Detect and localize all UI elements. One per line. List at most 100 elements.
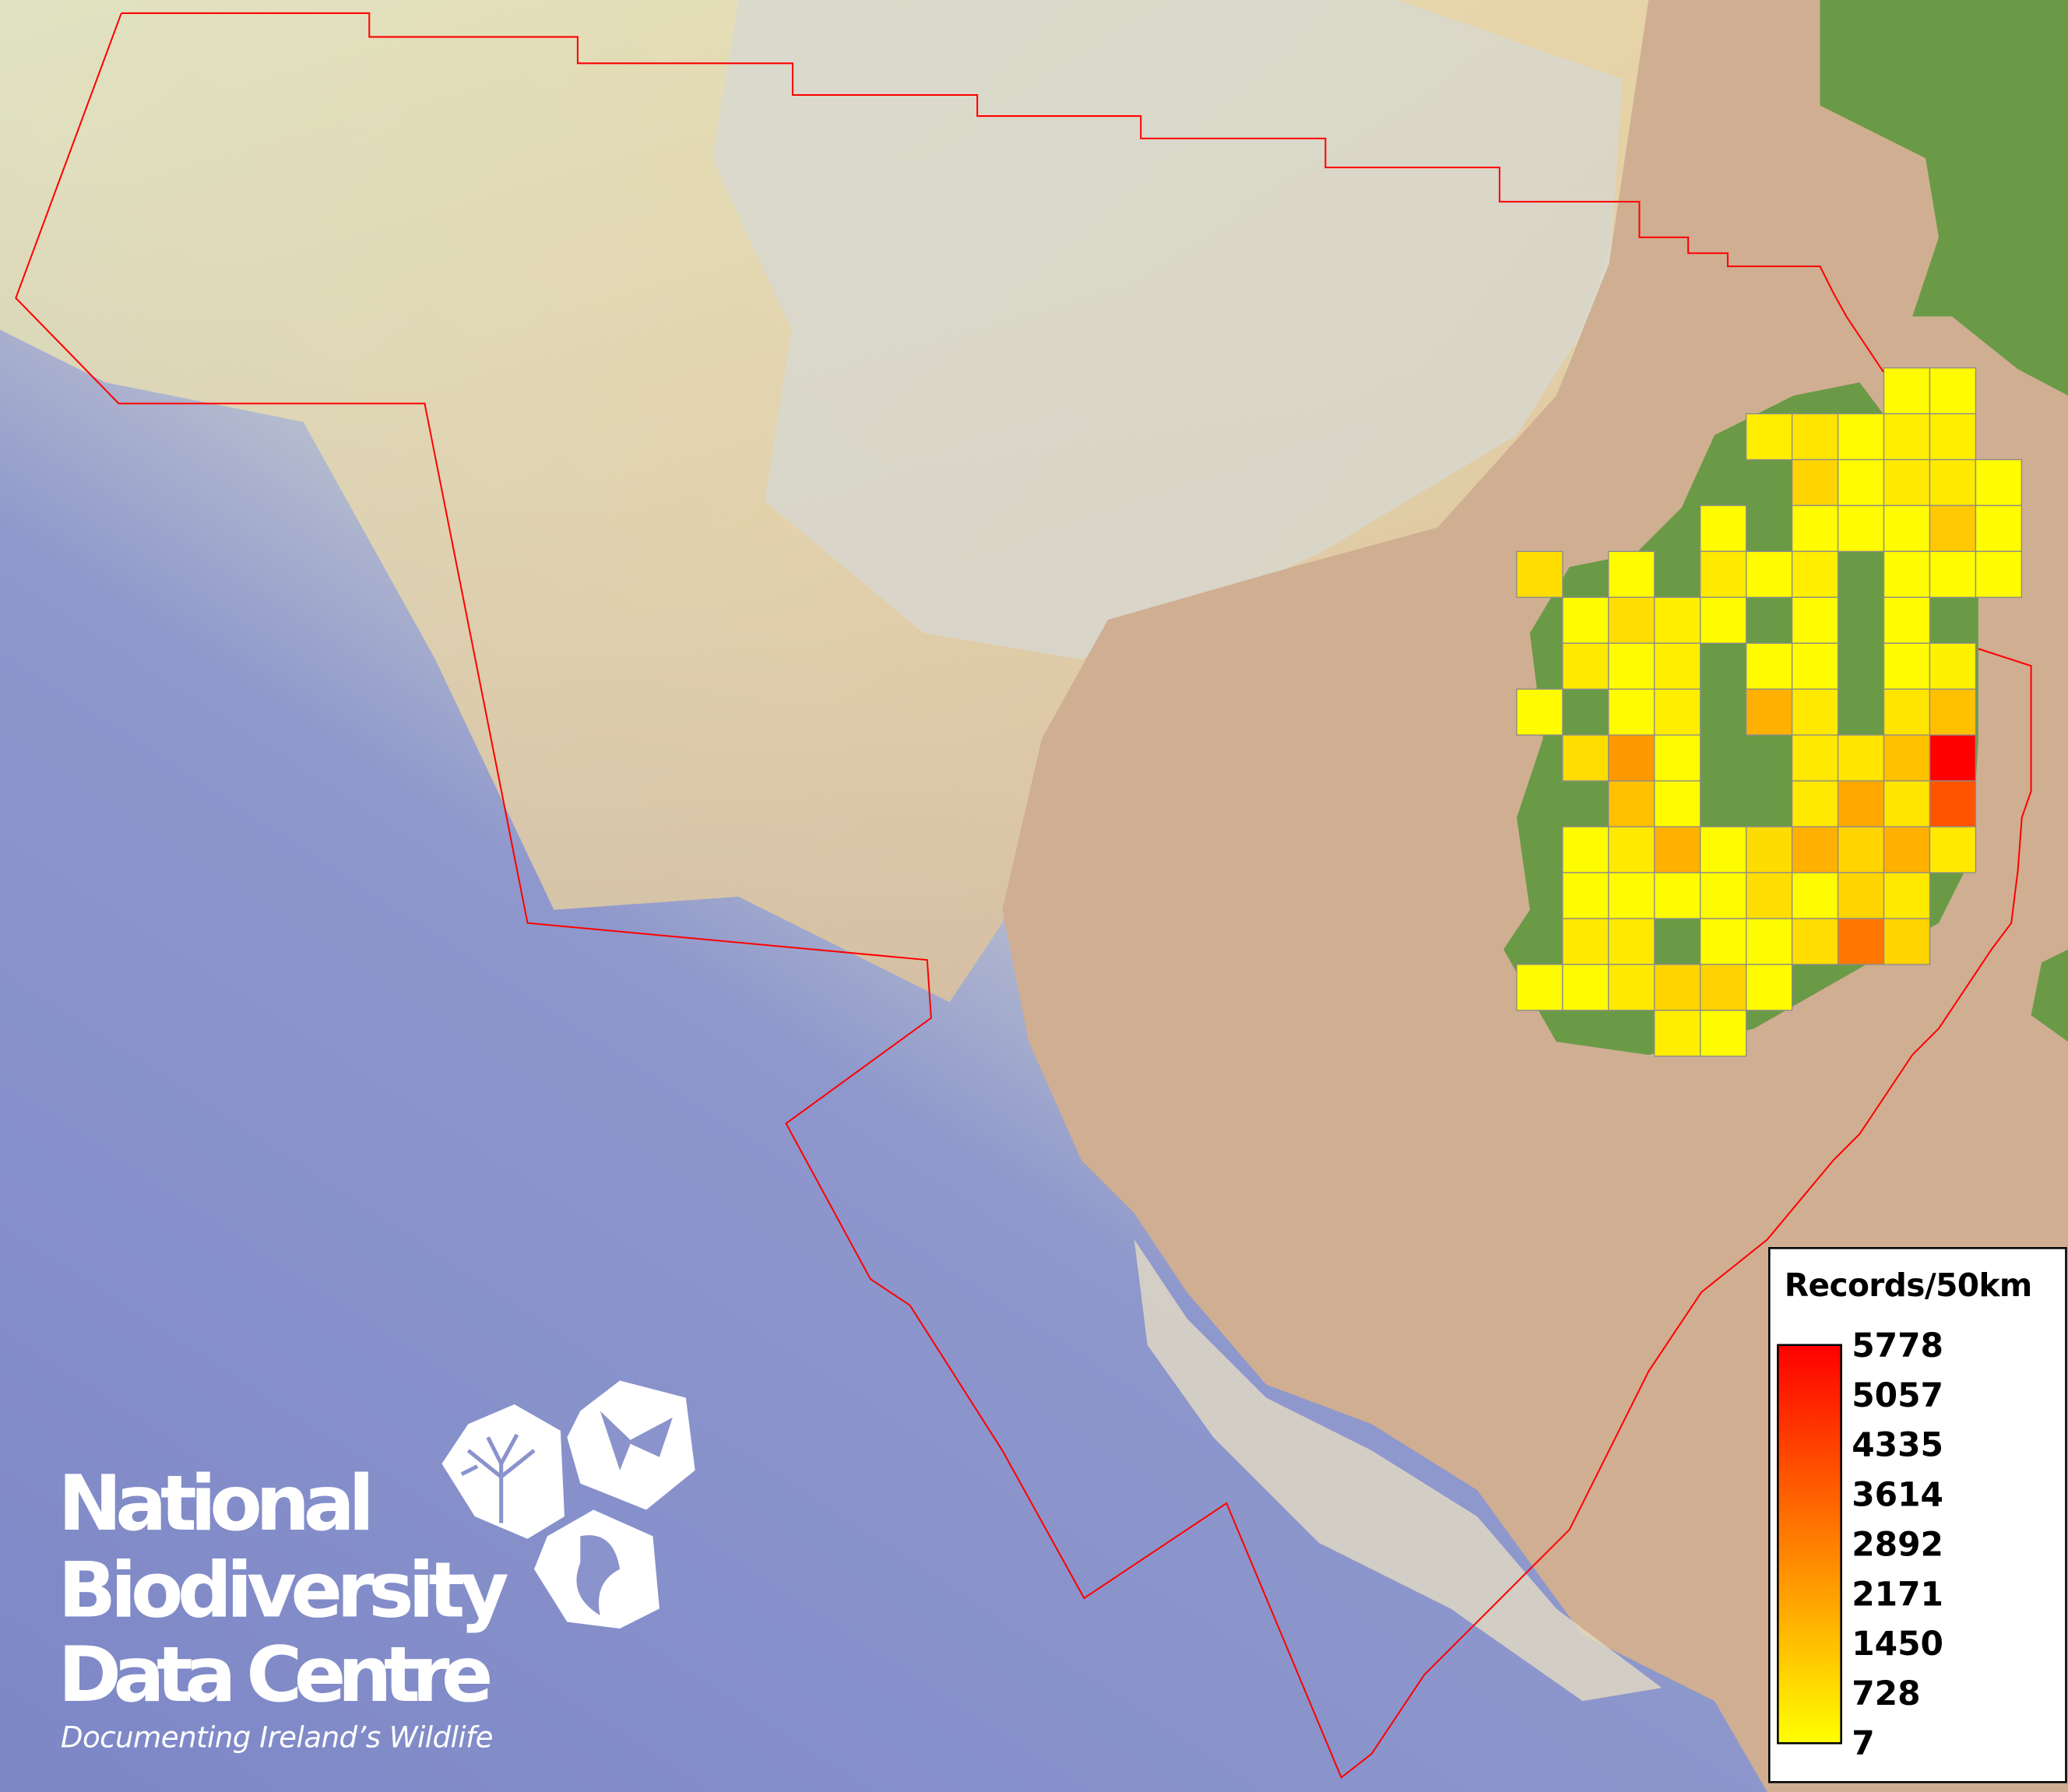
wales-land bbox=[2031, 949, 2068, 1042]
tree-icon bbox=[441, 1404, 564, 1539]
grid-cell bbox=[1700, 1010, 1747, 1057]
grid-cell bbox=[1608, 596, 1655, 644]
grid-cell bbox=[1608, 550, 1655, 599]
logo-line-1: National bbox=[58, 1460, 375, 1548]
grid-cell bbox=[1791, 918, 1839, 965]
legend-label: 5778 bbox=[1852, 1326, 1943, 1365]
grid-cell bbox=[1516, 688, 1563, 736]
grid-cell bbox=[1516, 964, 1563, 1011]
grid-cell bbox=[1700, 596, 1747, 644]
grid-cell bbox=[1929, 688, 1977, 736]
shelf-edge bbox=[1134, 1239, 1662, 1702]
grid-cell bbox=[1608, 826, 1655, 873]
grid-cell bbox=[1791, 550, 1839, 599]
grid-cell bbox=[1608, 872, 1655, 919]
grid-cell bbox=[1654, 734, 1701, 782]
grid-cell bbox=[1654, 872, 1701, 919]
grid-cell bbox=[1883, 642, 1931, 690]
legend-label: 7 bbox=[1852, 1724, 1874, 1762]
grid-cell bbox=[1929, 826, 1977, 873]
grid-cell bbox=[1837, 780, 1885, 827]
grid-cell bbox=[1700, 550, 1747, 599]
grid-cell bbox=[1837, 459, 1885, 507]
logo-tagline: Documenting Ireland’s Wildlife bbox=[61, 1720, 494, 1754]
grid-cell bbox=[1883, 550, 1931, 599]
grid-cell bbox=[1608, 780, 1655, 827]
grid-cell bbox=[1975, 550, 2023, 599]
grid-cell bbox=[1929, 459, 1977, 507]
grid-cell bbox=[1883, 826, 1931, 873]
logo-line-2: Biodiversity bbox=[58, 1547, 509, 1636]
seahorse-icon bbox=[534, 1509, 659, 1629]
grid-cell bbox=[1929, 642, 1977, 690]
grid-cell bbox=[1837, 826, 1885, 873]
grid-cell bbox=[1883, 367, 1931, 415]
grid-cell bbox=[1746, 688, 1793, 736]
grid-cell bbox=[1608, 918, 1655, 965]
grid-cell bbox=[1746, 413, 1793, 461]
grid-cell bbox=[1791, 734, 1839, 782]
grid-cell bbox=[1929, 734, 1977, 782]
grid-cell bbox=[1654, 688, 1701, 736]
grid-cell bbox=[1562, 918, 1609, 965]
logo-line-3: Data Centre bbox=[58, 1631, 494, 1720]
legend-label: 5057 bbox=[1852, 1376, 1943, 1414]
grid-cell bbox=[1883, 918, 1931, 965]
grid-cell bbox=[1746, 642, 1793, 690]
grid-cell bbox=[1791, 413, 1839, 461]
grid-cell bbox=[1837, 413, 1885, 461]
grid-cell bbox=[1700, 504, 1747, 553]
grid-cell bbox=[1608, 734, 1655, 782]
grid-cell bbox=[1883, 734, 1931, 782]
grid-cell bbox=[1883, 596, 1931, 644]
grid-cell bbox=[1929, 780, 1977, 827]
grid-cell bbox=[1746, 918, 1793, 965]
grid-cell bbox=[1516, 550, 1563, 599]
legend-title: Records/50km bbox=[1785, 1267, 2032, 1304]
grid-cell bbox=[1883, 459, 1931, 507]
grid-cell bbox=[1837, 734, 1885, 782]
legend-label: 2892 bbox=[1852, 1525, 1943, 1563]
grid-cell bbox=[1883, 780, 1931, 827]
grid-cell bbox=[1791, 596, 1839, 644]
grid-cell bbox=[1975, 504, 2023, 553]
grid-cell bbox=[1791, 826, 1839, 873]
grid-cell bbox=[1975, 459, 2023, 507]
grid-cell bbox=[1791, 780, 1839, 827]
grid-cell bbox=[1562, 826, 1609, 873]
grid-cell bbox=[1608, 642, 1655, 690]
grid-cell bbox=[1883, 504, 1931, 553]
grid-cell bbox=[1791, 642, 1839, 690]
grid-cell bbox=[1883, 413, 1931, 461]
legend: Records/50km 5778 5057 4335 3614 2892 2171 145… bbox=[1768, 1246, 2067, 1783]
shelf-trough bbox=[712, 0, 1623, 659]
grid-cell bbox=[1746, 872, 1793, 919]
legend-label: 728 bbox=[1852, 1674, 1920, 1713]
grid-cell bbox=[1746, 826, 1793, 873]
grid-cell bbox=[1746, 964, 1793, 1011]
grid-cell bbox=[1562, 872, 1609, 919]
grid-cell bbox=[1883, 872, 1931, 919]
grid-cell bbox=[1700, 826, 1747, 873]
grid-cell bbox=[1837, 504, 1885, 553]
grid-cell bbox=[1791, 504, 1839, 553]
legend-label: 2171 bbox=[1852, 1575, 1943, 1613]
eez-boundary bbox=[121, 12, 1884, 373]
grid-cell bbox=[1929, 550, 1977, 599]
legend-label: 4335 bbox=[1852, 1426, 1943, 1464]
grid-cell bbox=[1608, 964, 1655, 1011]
grid-cell bbox=[1929, 504, 1977, 553]
legend-label: 1450 bbox=[1852, 1625, 1943, 1663]
grid-cell bbox=[1929, 413, 1977, 461]
legend-label: 3614 bbox=[1852, 1476, 1943, 1514]
grid-cell bbox=[1837, 872, 1885, 919]
grid-cell bbox=[1700, 872, 1747, 919]
scotland-land bbox=[1820, 0, 2068, 396]
grid-cell bbox=[1791, 688, 1839, 736]
grid-cell bbox=[1608, 688, 1655, 736]
grid-cell bbox=[1654, 780, 1701, 827]
grid-cell bbox=[1562, 596, 1609, 644]
grid-cell bbox=[1700, 964, 1747, 1011]
